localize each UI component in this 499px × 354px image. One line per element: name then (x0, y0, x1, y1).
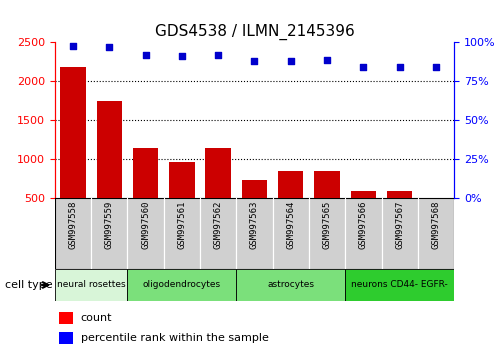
Point (432, 64, 440, 70)
Point (178, 54, 186, 59)
Text: GSM997565: GSM997565 (322, 201, 331, 250)
Text: GSM997559: GSM997559 (105, 201, 114, 250)
Bar (382, 198, 418, 269)
Point (287, 58, 295, 64)
Bar (272, 198, 309, 269)
Bar (237, 198, 272, 269)
Bar (237, 269, 345, 301)
Text: GSM997561: GSM997561 (178, 201, 187, 250)
Bar (200, 198, 237, 269)
Bar (387, 191, 412, 237)
Bar (164, 198, 200, 269)
Bar (345, 198, 382, 269)
Point (105, 44, 113, 50)
Bar (60, 67, 86, 237)
Bar (309, 198, 345, 269)
Text: astrocytes: astrocytes (267, 280, 314, 290)
Bar (169, 162, 195, 237)
Bar (242, 179, 267, 237)
Bar (418, 198, 454, 269)
Point (69, 43, 77, 48)
Bar (55, 198, 91, 269)
Point (250, 58, 258, 64)
Point (359, 64, 367, 70)
Text: GSM997558: GSM997558 (68, 201, 77, 250)
Text: neurons CD44- EGFR-: neurons CD44- EGFR- (351, 280, 448, 290)
Text: GSM997568: GSM997568 (432, 201, 441, 250)
Text: GSM997567: GSM997567 (395, 201, 404, 250)
Bar (206, 148, 231, 237)
Point (323, 57, 331, 62)
Bar (59, 332, 73, 344)
Title: GDS4538 / ILMN_2145396: GDS4538 / ILMN_2145396 (155, 23, 354, 40)
Text: oligodendrocytes: oligodendrocytes (143, 280, 221, 290)
Text: GSM997564: GSM997564 (286, 201, 295, 250)
Text: neural rosettes: neural rosettes (57, 280, 125, 290)
Bar (97, 101, 122, 237)
Bar (278, 171, 303, 237)
Text: GSM997566: GSM997566 (359, 201, 368, 250)
Bar (127, 269, 237, 301)
Bar (133, 148, 158, 237)
Bar (423, 198, 449, 237)
Text: GSM997562: GSM997562 (214, 201, 223, 250)
Point (396, 64, 404, 70)
Text: percentile rank within the sample: percentile rank within the sample (81, 333, 269, 343)
Bar (351, 191, 376, 237)
Text: cell type: cell type (5, 280, 52, 290)
Point (214, 52, 222, 58)
Bar (345, 269, 454, 301)
Text: GSM997560: GSM997560 (141, 201, 150, 250)
Bar (314, 171, 340, 237)
Bar (55, 269, 127, 301)
Text: GSM997563: GSM997563 (250, 201, 259, 250)
Text: count: count (81, 313, 112, 323)
Bar (91, 198, 127, 269)
Point (142, 52, 150, 58)
Bar (59, 312, 73, 324)
Bar (127, 198, 164, 269)
